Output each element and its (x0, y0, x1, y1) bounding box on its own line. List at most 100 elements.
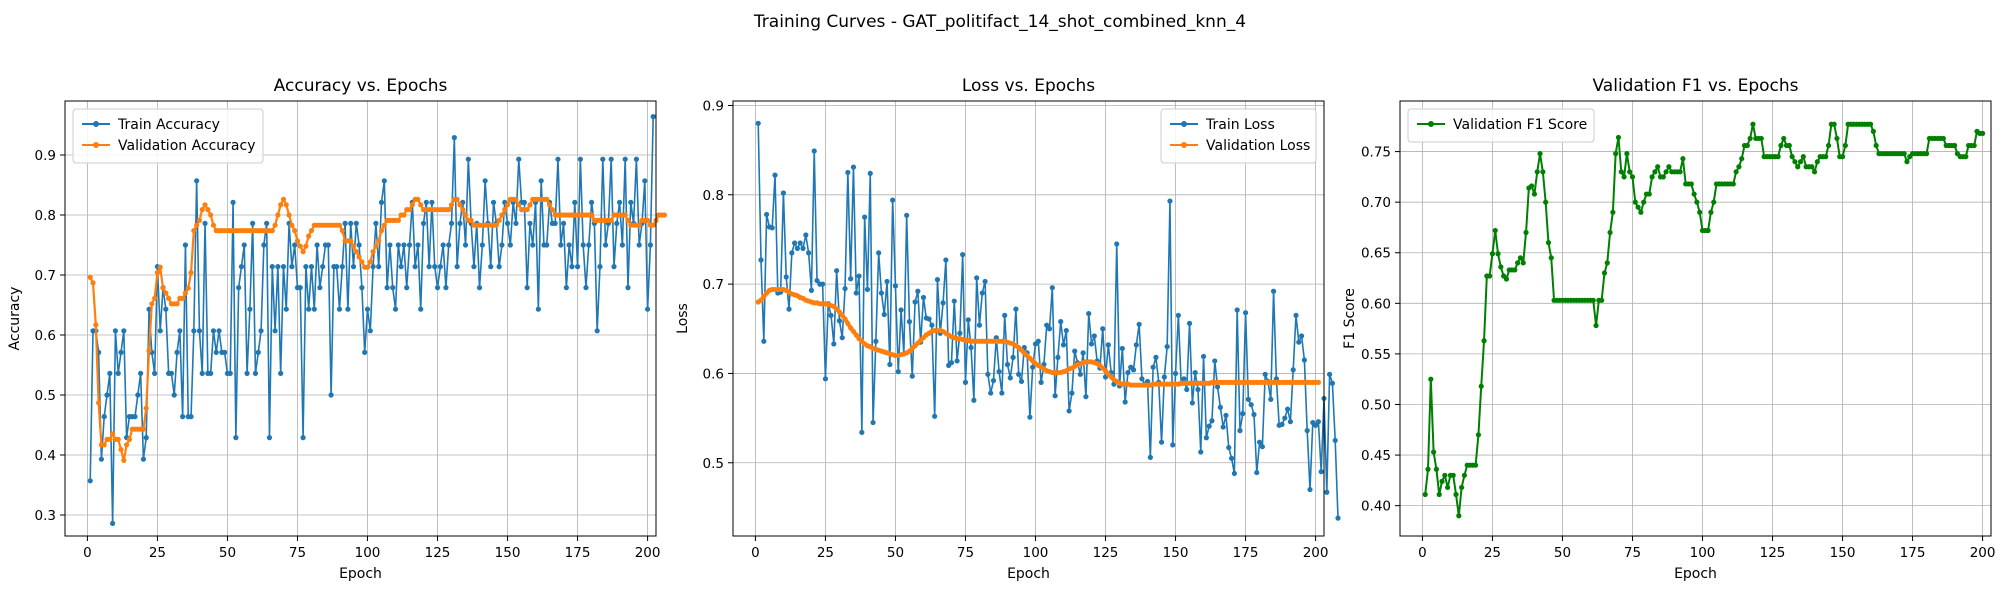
data-point (238, 264, 245, 270)
data-point (544, 196, 550, 202)
data-point (1775, 154, 1781, 160)
data-point (794, 245, 801, 251)
data-point (1795, 164, 1801, 170)
data-point (1133, 342, 1139, 348)
data-point (1456, 513, 1462, 519)
data-point (1422, 491, 1428, 498)
data-point (850, 164, 857, 170)
data-point (1203, 435, 1209, 441)
data-point (384, 285, 390, 291)
legend-label: Train Loss (1205, 117, 1275, 133)
data-point (1172, 370, 1179, 377)
data-point (1279, 421, 1285, 427)
data-point (227, 370, 233, 376)
data-point (1256, 439, 1263, 445)
data-point (124, 442, 130, 448)
data-point (1792, 159, 1798, 165)
data-point (1520, 260, 1526, 266)
data-point (1543, 199, 1549, 205)
data-point (1548, 255, 1554, 261)
x-tick-label: 175 (1900, 545, 1926, 561)
data-point (269, 228, 275, 234)
data-point (496, 264, 502, 270)
data-point (283, 202, 289, 208)
data-point (292, 228, 298, 234)
data-point (1240, 411, 1246, 417)
data-point (1487, 273, 1493, 279)
data-point (1044, 322, 1050, 328)
data-point (1212, 358, 1218, 364)
data-point (353, 220, 359, 226)
data-point (636, 222, 642, 228)
data-point (1529, 183, 1535, 189)
data-point (504, 220, 511, 226)
data-point (93, 322, 99, 328)
data-point (1951, 142, 1958, 149)
data-point (920, 294, 927, 301)
data-point (429, 199, 435, 205)
data-point (325, 242, 331, 248)
data-point (1066, 408, 1072, 414)
data-point (1144, 378, 1151, 385)
data-point (320, 264, 326, 270)
data-point (104, 392, 110, 398)
data-point (101, 414, 107, 420)
data-point (513, 196, 519, 202)
data-point (1428, 376, 1434, 382)
data-point (1627, 169, 1633, 175)
data-point (574, 264, 581, 270)
data-point (185, 285, 191, 291)
data-point (577, 156, 583, 162)
data-point (929, 322, 935, 328)
data-point (280, 196, 287, 202)
data-point (1214, 384, 1221, 390)
data-point (996, 369, 1002, 375)
data-point (962, 379, 969, 385)
data-point (932, 413, 938, 419)
data-point (367, 328, 373, 334)
legend-swatch-marker (1428, 121, 1434, 127)
data-point (1136, 321, 1142, 327)
data-point (1461, 472, 1468, 478)
data-point (839, 312, 845, 318)
data-point (1170, 442, 1176, 448)
data-point (180, 295, 186, 301)
data-point (118, 349, 124, 355)
data-point (1489, 251, 1496, 257)
data-point (1327, 371, 1333, 377)
data-point (588, 212, 595, 218)
data-point (415, 196, 421, 202)
data-point (269, 264, 275, 270)
data-point (177, 328, 183, 334)
data-point (516, 156, 522, 162)
data-point (96, 400, 102, 406)
data-point (364, 306, 371, 312)
data-point (182, 290, 189, 296)
data-point (1245, 396, 1251, 402)
data-point (1209, 418, 1215, 424)
data-point (828, 312, 834, 318)
data-point (395, 217, 401, 223)
data-point (820, 281, 826, 287)
data-point (1301, 357, 1307, 363)
data-point (110, 431, 116, 437)
data-point (306, 233, 312, 239)
data-point (1442, 472, 1448, 478)
data-point (1814, 159, 1820, 165)
data-point (904, 212, 910, 218)
data-point (1632, 199, 1638, 205)
data-point (1234, 307, 1240, 313)
data-point (594, 328, 600, 334)
data-point (294, 238, 301, 244)
data-point (499, 242, 505, 248)
data-point (1052, 393, 1058, 399)
data-point (856, 273, 862, 279)
data-point (1694, 199, 1700, 205)
data-point (446, 207, 452, 213)
data-point (622, 156, 628, 162)
legend-label: Validation Loss (1206, 138, 1310, 154)
data-point (502, 207, 508, 213)
data-point (194, 222, 200, 228)
data-point (1049, 285, 1055, 291)
